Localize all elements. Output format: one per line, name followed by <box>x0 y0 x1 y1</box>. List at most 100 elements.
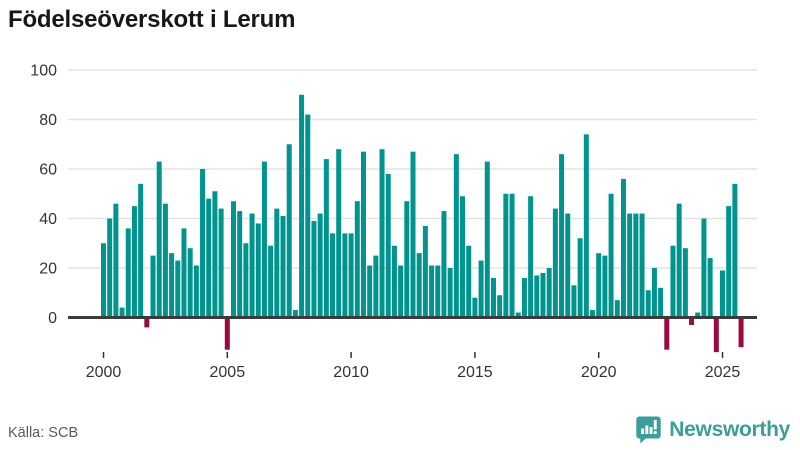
newsworthy-pin-icon <box>636 416 661 444</box>
bar-2019-q2 <box>577 238 583 318</box>
bar-2023-q3 <box>682 248 688 318</box>
bar-2016-q3 <box>509 193 515 318</box>
y-tick-label-100: 100 <box>30 63 57 80</box>
bar-2008-q2 <box>305 114 311 318</box>
bar-2000-q3 <box>113 203 119 318</box>
bar-2015-q1 <box>472 297 478 318</box>
bar-2020-q4 <box>614 300 620 318</box>
bar-2023-q2 <box>676 203 682 318</box>
bar-2017-q1 <box>521 277 527 318</box>
bar-2025-q4 <box>738 317 744 348</box>
bar-2014-q1 <box>447 268 453 318</box>
bar-2018-q2 <box>552 208 558 318</box>
bar-2004-q3 <box>212 191 218 318</box>
x-tick-label-2020: 2020 <box>581 364 617 381</box>
bar-2006-q4 <box>268 245 274 318</box>
bar-2018-q3 <box>559 154 565 318</box>
x-tick-label-2005: 2005 <box>210 364 246 381</box>
bar-2018-q4 <box>565 213 571 318</box>
bar-2022-q3 <box>658 287 664 318</box>
bar-2012-q1 <box>398 265 404 318</box>
bar-2000-q1 <box>101 243 106 318</box>
x-axis <box>68 316 757 358</box>
bar-2000-q2 <box>107 218 113 318</box>
bar-2003-q4 <box>193 265 199 318</box>
bar-2010-q1 <box>348 233 354 318</box>
bar-2012-q4 <box>416 253 422 318</box>
bar-2023-q1 <box>670 245 676 318</box>
bar-2020-q2 <box>602 255 608 318</box>
y-tick-label-20: 20 <box>39 261 57 278</box>
axis-labels: 0 20 40 60 80 100 2000 2005 2010 2015 2020 2025 <box>30 63 740 382</box>
y-tick-label-80: 80 <box>39 112 57 129</box>
bar-2013-q2 <box>429 265 435 318</box>
bar-2024-q1 <box>695 312 701 318</box>
bar-2002-q1 <box>150 255 156 318</box>
bar-2017-q4 <box>540 272 546 318</box>
x-tick-label-2000: 2000 <box>86 364 122 381</box>
bar-2025-q3 <box>732 183 738 318</box>
bar-2013-q1 <box>422 225 428 318</box>
bar-2010-q3 <box>360 151 366 318</box>
bar-2008-q4 <box>317 213 323 318</box>
bar-2005-q3 <box>237 211 243 318</box>
bar-2024-q2 <box>701 218 707 318</box>
bar-2024-q4 <box>713 317 719 353</box>
bar-2020-q1 <box>596 253 602 318</box>
bar-2004-q4 <box>218 208 224 318</box>
bar-2014-q4 <box>466 245 472 318</box>
source-note: Källa: SCB <box>8 425 79 441</box>
bar-2007-q1 <box>274 208 280 318</box>
bar-2019-q1 <box>571 285 577 318</box>
bar-2021-q4 <box>639 213 645 318</box>
bar-2001-q3 <box>138 183 144 318</box>
bar-2007-q4 <box>292 310 298 318</box>
bar-2017-q2 <box>528 196 534 318</box>
bar-2012-q3 <box>410 151 416 318</box>
bar-2022-q4 <box>664 317 670 350</box>
bar-2019-q3 <box>583 134 589 318</box>
x-tick-label-2025: 2025 <box>705 364 741 381</box>
bar-2001-q1 <box>125 228 131 318</box>
bar-2009-q3 <box>336 149 342 318</box>
bar-2003-q1 <box>175 260 181 318</box>
bar-2021-q2 <box>627 213 633 318</box>
bar-2022-q1 <box>645 290 651 318</box>
bar-2007-q3 <box>286 144 292 318</box>
bar-2005-q2 <box>230 201 236 318</box>
bar-2006-q2 <box>255 223 261 318</box>
bar-2007-q2 <box>280 216 286 318</box>
y-tick-label-0: 0 <box>48 310 57 327</box>
bar-2002-q4 <box>169 253 175 318</box>
bar-2015-q2 <box>478 260 484 318</box>
bar-2019-q4 <box>590 310 596 318</box>
bar-2015-q4 <box>490 277 496 318</box>
brand-name: Newsworthy <box>669 417 790 441</box>
bar-2016-q4 <box>515 312 521 318</box>
bar-2001-q2 <box>131 206 137 318</box>
bar-2013-q3 <box>435 265 441 318</box>
bar-2006-q1 <box>249 213 255 318</box>
bar-2020-q3 <box>608 193 614 318</box>
bar-2016-q2 <box>503 193 509 318</box>
bar-2012-q2 <box>404 201 410 318</box>
bar-2010-q2 <box>354 201 360 318</box>
bar-2008-q3 <box>311 220 317 318</box>
bar-2014-q3 <box>460 196 466 318</box>
bar-2011-q3 <box>385 173 391 318</box>
bar-2000-q4 <box>119 307 125 318</box>
bar-2013-q4 <box>441 211 447 318</box>
bar-2011-q1 <box>373 255 379 318</box>
y-tick-label-60: 60 <box>39 162 57 179</box>
bar-2023-q4 <box>689 317 695 325</box>
newsworthy-logo[interactable]: Newsworthy <box>635 415 790 444</box>
x-tick-label-2010: 2010 <box>333 364 369 381</box>
bar-2003-q2 <box>181 228 187 318</box>
bar-2025-q1 <box>720 270 725 318</box>
bar-2005-q1 <box>224 317 230 350</box>
bar-2025-q2 <box>726 206 732 318</box>
bar-2015-q3 <box>484 161 490 318</box>
chart-title: Födelseöverskott i Lerum <box>8 6 296 33</box>
